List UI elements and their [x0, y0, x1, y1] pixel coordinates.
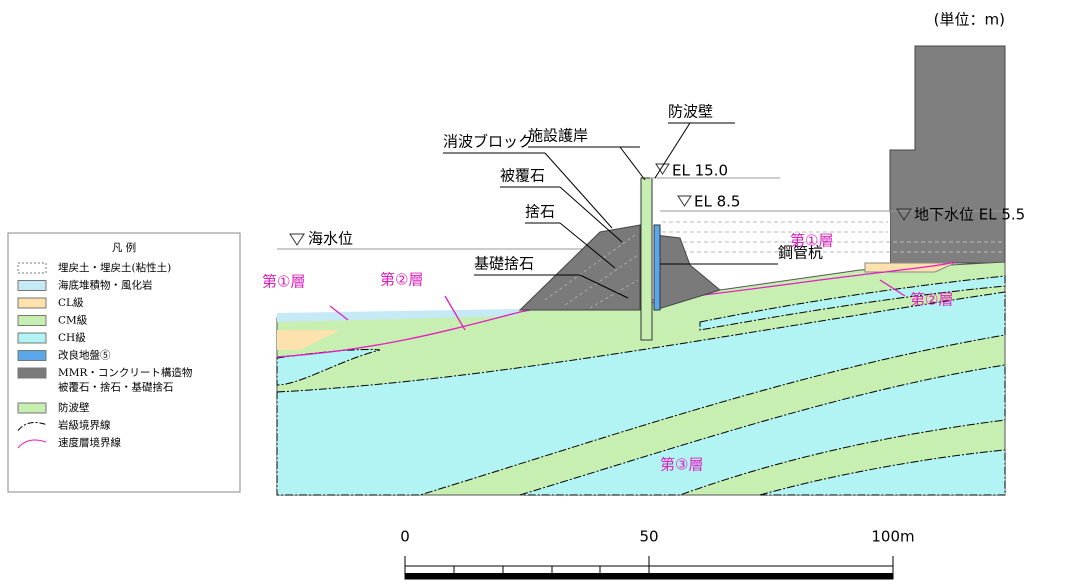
sea-level-label: 海水位: [308, 230, 353, 248]
label: 被覆石: [500, 167, 545, 185]
legend-item: 岩級境界線: [58, 419, 111, 432]
el-label: EL 15.0: [672, 162, 728, 180]
scale-bar-fill: [405, 573, 893, 579]
el-triangle: [655, 163, 670, 175]
scale-label: 100m: [871, 528, 914, 546]
seawall: [640, 177, 653, 341]
legend-item: 防波壁: [58, 401, 90, 414]
legend-swatch: [17, 422, 47, 431]
legend-item: CM級: [58, 314, 88, 327]
legend-item: CL級: [58, 296, 84, 309]
label: 鋼管杭: [778, 244, 823, 262]
gw-triangle: [896, 208, 912, 221]
layer-label: 第①層: [262, 273, 305, 291]
building: [889, 45, 1006, 264]
legend-item: 改良地盤⑤: [58, 349, 111, 362]
cl-right: [864, 262, 956, 273]
steel-pile: [653, 224, 661, 311]
el-label: EL 8.5: [694, 193, 740, 211]
backfill-hatch: [662, 221, 1005, 253]
legend-swatch: [17, 280, 47, 291]
ch-bands: [276, 275, 1006, 496]
groundwater-label: 地下水位 EL 5.5: [914, 206, 1025, 224]
label: 施設護岸: [528, 127, 588, 145]
unit: (単位：m): [934, 11, 1005, 29]
leader-lines: [443, 122, 778, 299]
mound-hatch: [544, 234, 639, 309]
cl-left: [277, 330, 340, 350]
legend-swatch: [17, 297, 47, 309]
layer-label: 第②層: [380, 271, 423, 289]
legend-swatch: [17, 262, 47, 274]
scale-label: 0: [400, 528, 410, 546]
legend-item: MMR・コンクリート構造物: [58, 366, 192, 379]
legend-item: 速度層境界線: [58, 436, 121, 449]
legend-swatch: [17, 350, 47, 361]
legend-item: 埋戻土・埋戻土(粘性土): [58, 261, 171, 274]
legend-box: [7, 232, 241, 493]
legend-item: CH級: [58, 331, 86, 344]
rubble-mound: [518, 224, 641, 311]
legend-item: 海底堆積物・風化岩: [58, 279, 153, 292]
legend-swatch: [17, 332, 47, 344]
sea-triangle: [289, 233, 305, 246]
layer-label: 第②層: [910, 291, 953, 309]
legend-swatch: [17, 367, 47, 379]
legend-swatch: [17, 439, 47, 449]
label: 防波壁: [668, 103, 713, 121]
backfill: [660, 212, 890, 264]
scale-label: 50: [639, 528, 658, 546]
legend-item: 被覆石・捨石・基礎捨石: [58, 381, 174, 394]
layer-label: 第③層: [660, 456, 703, 474]
el-triangle: [677, 195, 692, 207]
legend-swatch: [17, 402, 47, 414]
label: 捨石: [525, 203, 555, 221]
label: 消波ブロック: [443, 133, 533, 151]
label: 基礎捨石: [474, 255, 534, 273]
layer-label: 第①層: [790, 232, 833, 250]
legend-swatch: [17, 315, 47, 326]
legend-title: 凡 例: [112, 241, 136, 254]
scale-ticks: [404, 556, 894, 573]
